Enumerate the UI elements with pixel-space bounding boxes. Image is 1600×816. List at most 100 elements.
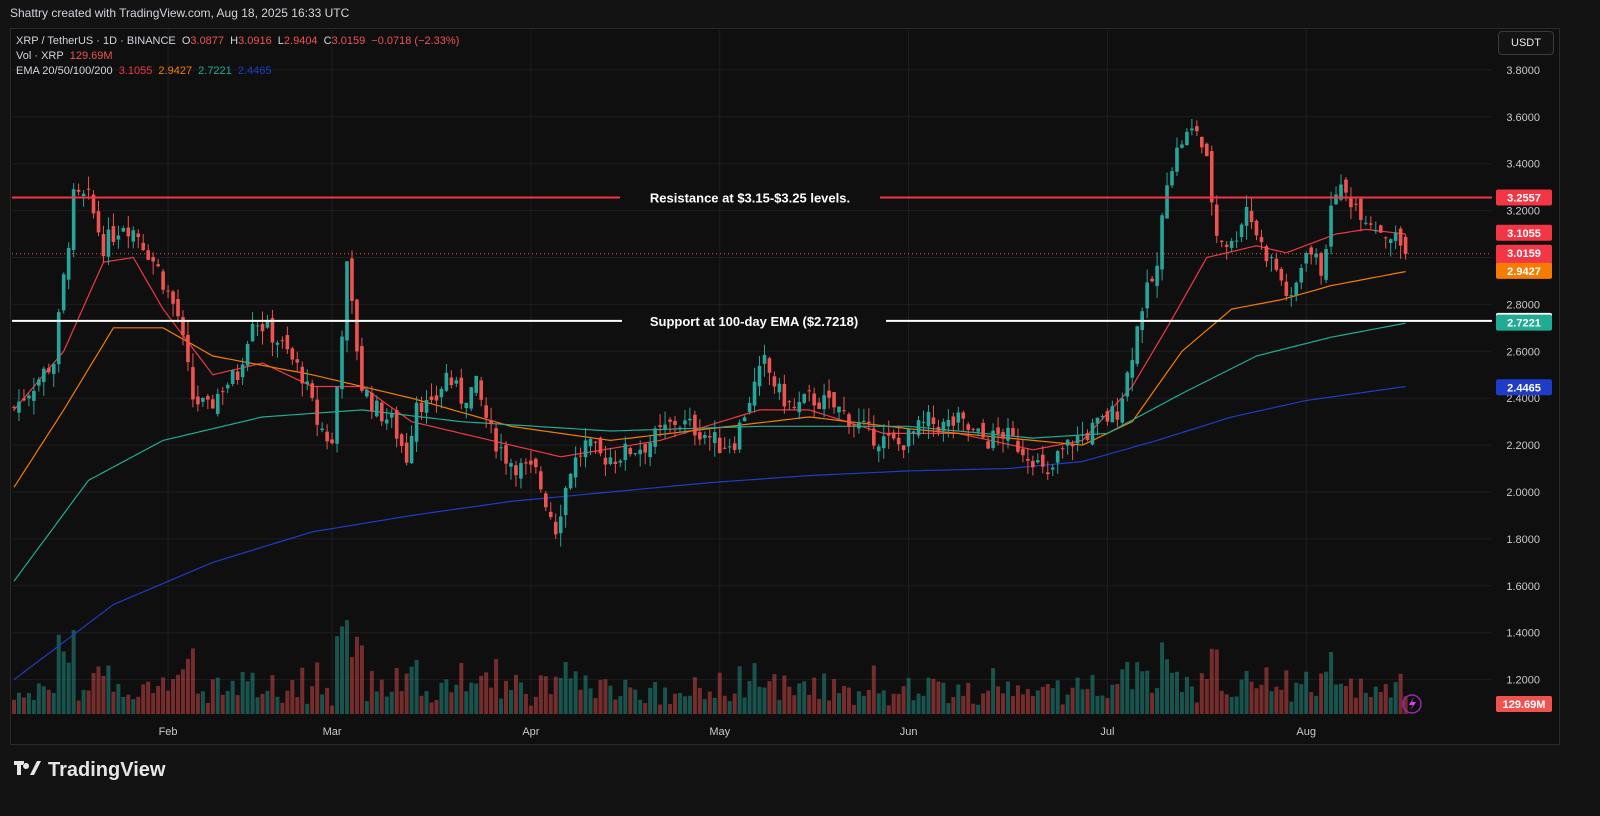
- volume-bar: [409, 666, 414, 714]
- candle-body: [1165, 185, 1169, 219]
- currency-button[interactable]: USDT: [1498, 31, 1554, 55]
- volume-tag-label: 129.69M: [1503, 699, 1546, 711]
- volume-bar: [1204, 679, 1209, 714]
- volume-bar: [1249, 681, 1254, 714]
- candle-body: [1398, 228, 1403, 246]
- volume-bar: [1065, 694, 1070, 714]
- volume-bar: [1329, 651, 1334, 714]
- volume-bar: [1334, 684, 1339, 714]
- volume-bar: [374, 691, 379, 714]
- volume-bar: [66, 662, 71, 714]
- candle-body: [727, 446, 732, 448]
- volume-bar: [583, 675, 588, 714]
- candle-body: [1190, 128, 1194, 131]
- volume-bar: [732, 693, 737, 714]
- volume-bar: [225, 691, 230, 714]
- price-tag: [1496, 224, 1552, 241]
- candle-body: [404, 442, 409, 463]
- volume-bar: [548, 694, 553, 714]
- volume-bar: [1368, 697, 1373, 714]
- candle-body: [777, 383, 782, 393]
- candle-body: [220, 391, 225, 393]
- volume-bar: [71, 630, 76, 714]
- candle-body: [156, 264, 160, 267]
- volume-bar: [1120, 669, 1125, 714]
- candle-body: [76, 189, 81, 192]
- volume-bar: [1324, 671, 1329, 714]
- candle-body: [424, 399, 429, 413]
- volume-bar: [677, 693, 682, 714]
- candle-body: [191, 367, 195, 400]
- candle-body: [1269, 257, 1274, 259]
- volume-bar: [837, 693, 842, 714]
- volume-bar: [51, 692, 56, 714]
- candle-body: [1130, 360, 1135, 378]
- candle-body: [32, 390, 36, 401]
- candle-body: [340, 336, 344, 390]
- volume-bar: [598, 679, 603, 714]
- candle-body: [1031, 460, 1035, 468]
- volume-bar: [414, 659, 419, 714]
- candle-body: [1249, 210, 1254, 223]
- volume-bar: [106, 665, 111, 714]
- candle-body: [1314, 253, 1318, 258]
- candle-body: [146, 250, 150, 260]
- price-axis: 3.80003.60003.40003.20003.00002.80002.60…: [1402, 65, 1552, 714]
- open-label: O: [181, 35, 191, 47]
- candle-body: [375, 400, 379, 417]
- candle-body: [315, 399, 319, 425]
- tradingview-logo[interactable]: TradingView: [12, 759, 165, 782]
- candle-body: [1040, 454, 1045, 467]
- candle-body: [1209, 151, 1214, 203]
- volume-bar: [1040, 686, 1045, 714]
- candle-body: [827, 390, 831, 398]
- volume-bar: [976, 704, 981, 714]
- candle-body: [683, 420, 687, 425]
- volume-bar: [1338, 683, 1343, 714]
- candle-body: [961, 412, 966, 419]
- volume-bar: [176, 674, 181, 714]
- candle-body: [514, 465, 518, 476]
- volume-bar: [1179, 691, 1184, 714]
- candle-body: [394, 410, 399, 439]
- candle-body: [767, 358, 772, 373]
- candle-body: [379, 402, 384, 422]
- volume-bar: [533, 696, 538, 714]
- candle-body: [389, 413, 394, 418]
- volume-bar: [881, 690, 886, 714]
- volume-bar: [628, 687, 633, 714]
- volume-bar: [663, 687, 668, 714]
- volume-bar: [1155, 688, 1160, 714]
- y-tick-label: 2.4000: [1506, 393, 1540, 405]
- volume-bar: [131, 699, 136, 714]
- volume-bar: [1100, 695, 1105, 714]
- volume-bar: [752, 663, 757, 714]
- candle-body: [1214, 204, 1219, 236]
- volume-bar: [1229, 696, 1234, 714]
- candle-body: [186, 334, 190, 363]
- volume-bar: [1174, 671, 1179, 714]
- volume-bar: [1383, 684, 1388, 714]
- candle-body: [1388, 239, 1393, 244]
- candle-body: [230, 370, 235, 384]
- volume-bar: [1006, 681, 1010, 714]
- open-value: 3.0877: [190, 35, 225, 47]
- volume-bar: [185, 658, 190, 714]
- volume-bar: [489, 687, 494, 714]
- volume-bar: [538, 675, 543, 714]
- candle-body: [235, 371, 240, 381]
- high-label: H: [230, 35, 239, 47]
- volume-bar: [1130, 689, 1135, 714]
- y-tick-label: 1.2000: [1506, 675, 1540, 687]
- volume-bar: [26, 693, 31, 714]
- candle-body: [444, 372, 449, 391]
- volume-bar: [682, 696, 687, 714]
- candle-body: [434, 395, 439, 401]
- candle-body: [737, 422, 742, 450]
- candle-body: [1180, 144, 1184, 148]
- volume-bar: [1244, 670, 1249, 714]
- candle-body: [86, 188, 91, 190]
- volume-bar: [578, 689, 583, 714]
- high-value: 3.0916: [238, 35, 272, 47]
